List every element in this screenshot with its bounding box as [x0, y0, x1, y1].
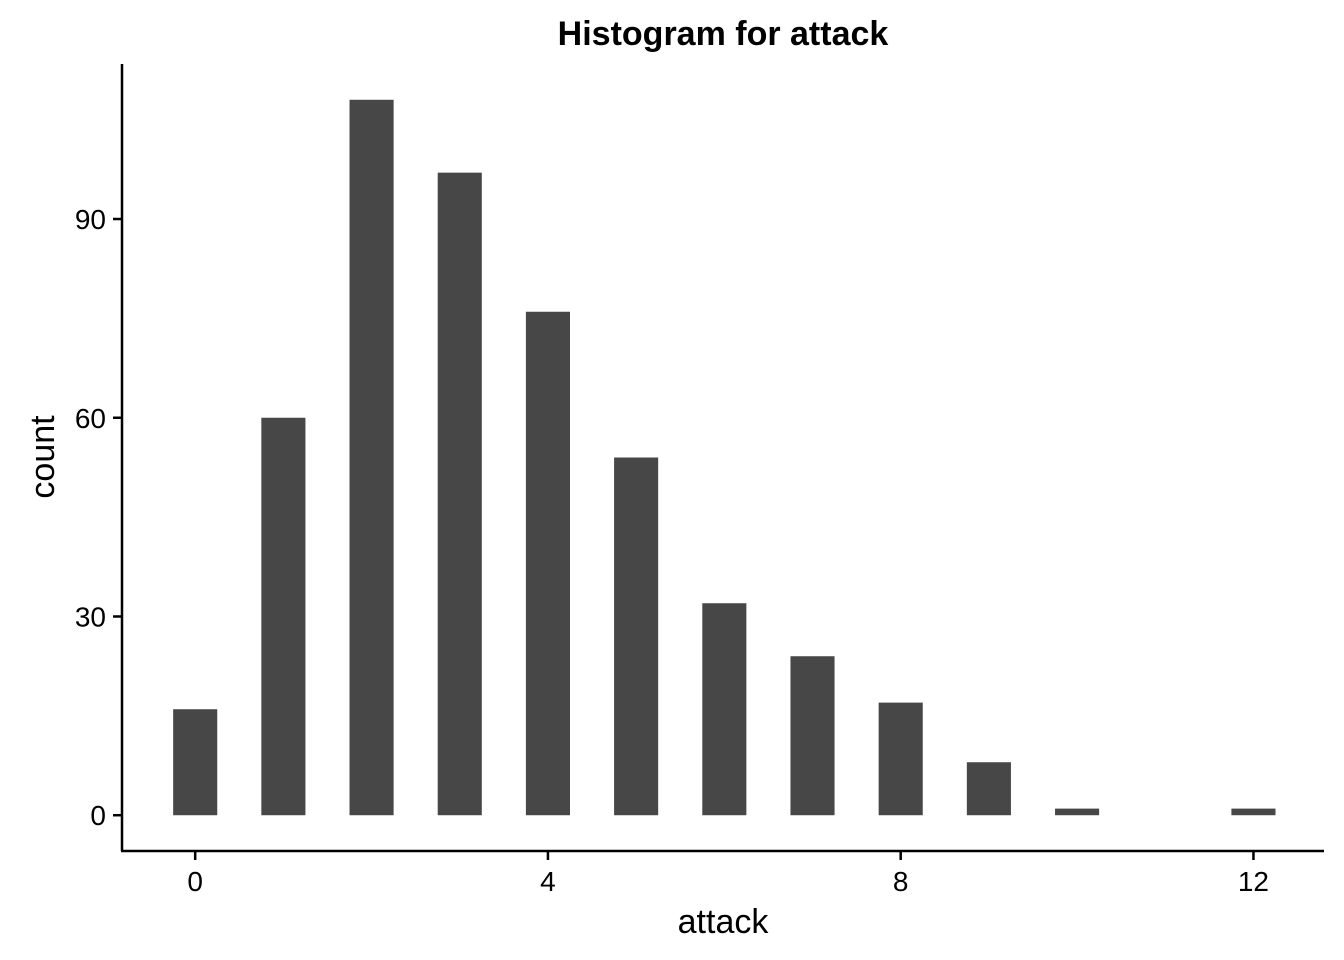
bar-8: [878, 702, 923, 816]
y-ticks-group: 0 30 60 90: [75, 204, 122, 831]
y-tick-label: 0: [90, 800, 106, 831]
chart-title: Histogram for attack: [558, 15, 889, 53]
y-tick-label: 90: [75, 204, 106, 235]
y-tick-label: 30: [75, 601, 106, 632]
bar-9: [966, 762, 1011, 816]
bar-2: [349, 99, 394, 816]
bar-1: [261, 417, 306, 816]
bar-4: [525, 311, 570, 816]
bar-7: [790, 656, 835, 816]
bar-5: [614, 457, 659, 816]
y-axis-label: count: [24, 415, 62, 499]
bar-6: [702, 603, 747, 816]
x-tick-label: 8: [893, 866, 909, 897]
x-ticks-group: 0 4 8 12: [187, 851, 1269, 897]
x-tick-label: 0: [187, 866, 203, 897]
x-tick-label: 4: [540, 866, 556, 897]
y-tick-label: 60: [75, 403, 106, 434]
x-tick-label: 12: [1238, 866, 1269, 897]
bar-12: [1231, 808, 1276, 816]
bar-0: [173, 709, 218, 816]
bar-3: [437, 172, 482, 816]
bars-group: [173, 99, 1276, 816]
bar-10: [1055, 808, 1100, 816]
x-axis-label: attack: [678, 903, 770, 941]
